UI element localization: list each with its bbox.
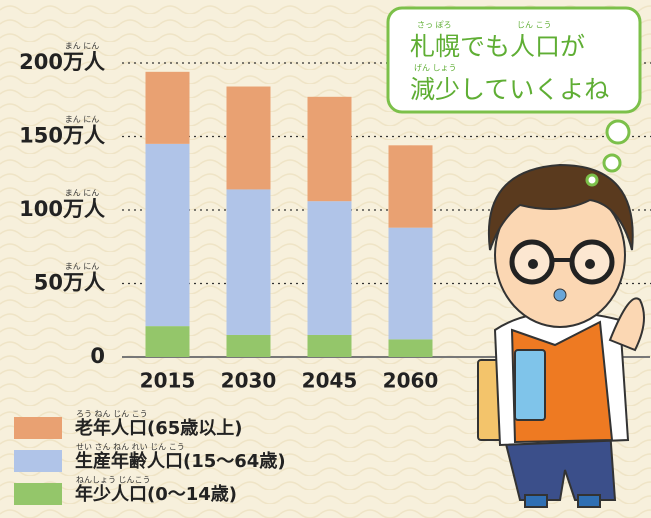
- bar-segment: [388, 227, 433, 340]
- y-tick-label: 100万人: [19, 197, 105, 221]
- x-tick-label: 2015: [140, 369, 196, 393]
- legend-swatch: [14, 417, 62, 439]
- legend-swatch: [14, 483, 62, 505]
- y-tick-ruby: まん にん: [65, 189, 100, 198]
- character: [477, 163, 645, 508]
- ruby: じん こう: [517, 21, 552, 30]
- y-tick-label: 200万人: [19, 50, 105, 74]
- legend-swatch: [14, 450, 62, 472]
- bar-segment: [226, 86, 271, 190]
- bar-segment: [226, 334, 271, 357]
- ruby: げん しょう: [414, 64, 457, 73]
- y-tick-ruby: まん にん: [65, 42, 100, 51]
- bar-segment: [388, 339, 433, 357]
- legend-ruby: せい さん ねん れい じん こう: [76, 443, 185, 452]
- y-tick-ruby: まん にん: [65, 262, 100, 271]
- bar-segment: [145, 71, 190, 144]
- speech-bubble: さっ ぽろ じん こう 札幌でも人口が げん しょう 減少していくよね: [386, 6, 642, 187]
- y-tick-label: 0: [90, 344, 105, 368]
- legend-ruby: ろう ねん じん こう: [76, 410, 148, 419]
- bubble-text: 減少していくよね: [410, 75, 609, 104]
- legend-ruby: ねんしょう じんこう: [76, 476, 151, 485]
- bar-segment: [145, 326, 190, 357]
- legend-label: 年少人口(0〜14歳): [75, 483, 237, 505]
- legend-label: 老年人口(65歳以上): [75, 417, 243, 439]
- bar-segment: [145, 143, 190, 327]
- x-tick-label: 2045: [302, 369, 358, 393]
- bar-segment: [388, 145, 433, 228]
- x-tick-label: 2030: [221, 369, 277, 393]
- y-tick-label: 50万人: [34, 271, 105, 295]
- bar-segment: [307, 201, 352, 335]
- bar-segment: [307, 96, 352, 202]
- bar-segment: [307, 334, 352, 357]
- bubble-text: 札幌でも人口が: [410, 32, 585, 61]
- bar-segment: [226, 189, 271, 335]
- x-tick-label: 2060: [383, 369, 439, 393]
- ruby: さっ ぽろ: [417, 21, 452, 30]
- legend-label: 生産年齢人口(15〜64歳): [75, 450, 286, 472]
- y-tick-label: 150万人: [19, 124, 105, 148]
- y-tick-ruby: まん にん: [65, 115, 100, 124]
